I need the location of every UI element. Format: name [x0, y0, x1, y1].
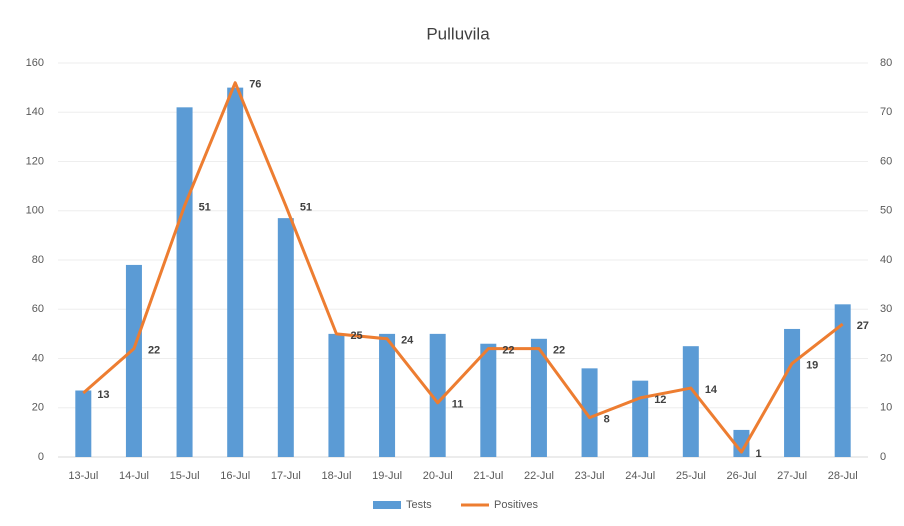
x-tick-label: 18-Jul: [321, 470, 351, 482]
bar: [480, 343, 497, 457]
y-tick-label: 120: [26, 155, 44, 167]
legend-label: Positives: [494, 499, 539, 511]
x-tick-label: 23-Jul: [575, 470, 605, 482]
y2-tick-label: 40: [880, 254, 892, 266]
x-tick-label: 14-Jul: [119, 470, 149, 482]
x-tick-label: 27-Jul: [777, 470, 807, 482]
y2-tick-label: 10: [880, 402, 892, 414]
bar: [784, 328, 801, 457]
bar: [125, 264, 142, 457]
bar: [682, 346, 699, 457]
bar: [429, 333, 446, 457]
x-tick-label: 25-Jul: [676, 470, 706, 482]
data-label: 8: [604, 414, 610, 426]
y-tick-label: 140: [26, 106, 44, 118]
x-tick-label: 15-Jul: [170, 470, 200, 482]
bar: [75, 390, 92, 457]
data-label: 51: [199, 202, 211, 214]
x-tick-label: 24-Jul: [625, 470, 655, 482]
y2-tick-label: 50: [880, 205, 892, 217]
data-label: 22: [553, 345, 565, 357]
data-label: 27: [857, 320, 869, 332]
y-tick-label: 0: [38, 451, 44, 463]
x-tick-label: 26-Jul: [726, 470, 756, 482]
x-tick-label: 19-Jul: [372, 470, 402, 482]
y-tick-label: 100: [26, 205, 44, 217]
data-label: 51: [300, 202, 312, 214]
x-tick-label: 13-Jul: [68, 470, 98, 482]
bar: [733, 429, 750, 457]
bar: [530, 338, 547, 457]
x-tick-label: 28-Jul: [828, 470, 858, 482]
data-label: 76: [249, 79, 261, 91]
data-label: 12: [654, 394, 666, 406]
data-label: 14: [705, 384, 718, 396]
data-label: 25: [350, 330, 362, 342]
bar: [176, 107, 193, 457]
bar: [277, 218, 294, 457]
data-label: 13: [97, 389, 109, 401]
y2-tick-label: 80: [880, 57, 892, 69]
legend-label: Tests: [406, 499, 432, 511]
data-label: 19: [806, 359, 818, 371]
bar: [379, 333, 396, 457]
y-tick-label: 40: [32, 352, 44, 364]
x-tick-label: 22-Jul: [524, 470, 554, 482]
data-label: 1: [755, 448, 761, 460]
y2-tick-label: 60: [880, 155, 892, 167]
bar: [834, 304, 851, 457]
data-label: 24: [401, 335, 414, 347]
y2-tick-label: 0: [880, 451, 886, 463]
data-label: 22: [148, 345, 160, 357]
bar: [328, 333, 345, 457]
y2-tick-label: 70: [880, 106, 892, 118]
data-label: 11: [452, 399, 464, 411]
x-tick-label: 16-Jul: [220, 470, 250, 482]
x-tick-label: 20-Jul: [423, 470, 453, 482]
bar: [227, 87, 244, 457]
chart-title: Pulluvila: [426, 24, 490, 43]
y2-tick-label: 30: [880, 303, 892, 315]
y-tick-label: 60: [32, 303, 44, 315]
line: [82, 81, 844, 454]
data-label: 22: [502, 345, 514, 357]
x-tick-label: 21-Jul: [473, 470, 503, 482]
y-tick-label: 80: [32, 254, 44, 266]
bar: [632, 380, 649, 457]
legend-swatch: [373, 501, 401, 509]
y-tick-label: 160: [26, 57, 44, 69]
y2-tick-label: 20: [880, 352, 892, 364]
x-tick-label: 17-Jul: [271, 470, 301, 482]
y-tick-label: 20: [32, 402, 44, 414]
bar: [581, 368, 598, 457]
